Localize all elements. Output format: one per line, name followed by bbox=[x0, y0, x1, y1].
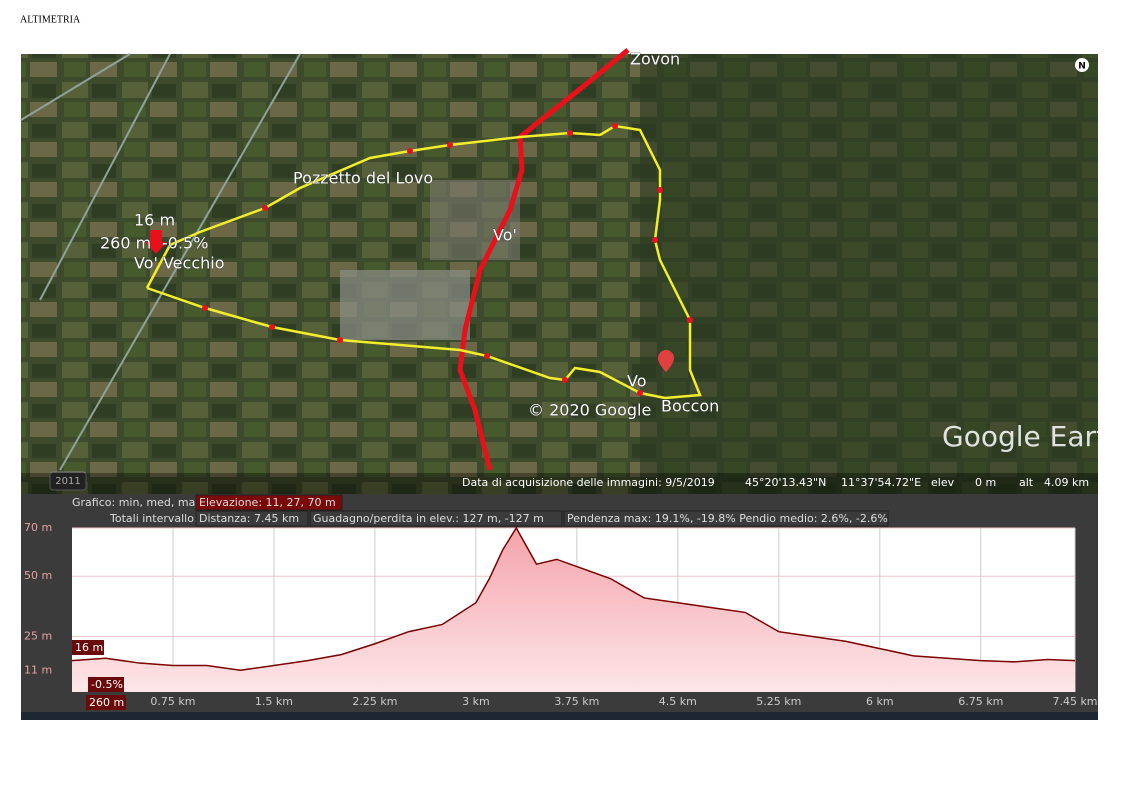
map-label: Vo bbox=[627, 372, 647, 391]
cursor-label-box bbox=[86, 695, 126, 710]
elevation-line bbox=[71, 526, 1076, 672]
info-text: Totali intervallo: bbox=[109, 512, 198, 525]
info-box bbox=[563, 510, 889, 527]
main-road bbox=[457, 48, 630, 471]
cursor-label-box bbox=[72, 640, 104, 655]
year-button[interactable] bbox=[49, 471, 87, 491]
map-label: Pozzetto del Lovo bbox=[293, 169, 433, 188]
info-box bbox=[309, 510, 563, 527]
status-text: 0 m bbox=[975, 476, 996, 489]
year: 2011 bbox=[55, 476, 80, 487]
y-tick-label: 50 m bbox=[24, 569, 52, 582]
info-text: Distanza: 7.45 km bbox=[199, 512, 299, 525]
status-text: Data di acquisizione delle immagini: 9/5… bbox=[462, 476, 715, 489]
info-text: Grafico: min, med, max bbox=[72, 496, 202, 509]
compass[interactable] bbox=[1075, 58, 1089, 72]
y-tick-label: 25 m bbox=[24, 630, 52, 643]
north: N bbox=[1078, 62, 1086, 72]
map-label: Vo' bbox=[493, 226, 517, 245]
info-text: Elevazione: 11, 27, 70 m bbox=[199, 496, 336, 509]
x-tick-label: 2.25 km bbox=[352, 695, 397, 708]
x-tick-label: 3 km bbox=[462, 695, 490, 708]
y-tick-label: 11 m bbox=[24, 663, 52, 676]
x-tick-label: 7.45 km bbox=[1052, 695, 1097, 708]
x-tick-label: 4.5 km bbox=[659, 695, 697, 708]
hills bbox=[640, 54, 1098, 494]
x-tick-label: 5.25 km bbox=[756, 695, 801, 708]
taskbar bbox=[21, 712, 1098, 720]
map-view[interactable]: Zovon Pozzetto del Lovo Vo' Vecchio Vo' … bbox=[20, 48, 1123, 495]
status-text: 45°20'13.43"N bbox=[745, 476, 826, 489]
map-label: Vo' Vecchio bbox=[134, 254, 225, 273]
status-text: 4.09 km bbox=[1044, 476, 1089, 489]
cursor-label: 16 m bbox=[75, 641, 103, 654]
cursor-label: 260 m bbox=[89, 696, 124, 709]
page-title: ALTIMETRIA bbox=[20, 14, 81, 25]
elevation-chart: 11 m 25 m 50 m 70 m 0.75 km 1.5 km 2.25 km 3 km… bbox=[24, 521, 1098, 710]
route-points bbox=[202, 123, 693, 396]
info-text: Pendenza max: 19.1%, -19.8% Pendio medio… bbox=[567, 512, 888, 525]
area bbox=[72, 528, 1075, 692]
cursor-elevation: 16 m bbox=[134, 211, 175, 230]
route[interactable] bbox=[145, 124, 702, 400]
industrial-area bbox=[340, 270, 470, 340]
map-label: Boccon bbox=[661, 397, 719, 416]
copyright: © 2020 Google bbox=[528, 401, 651, 420]
info-box bbox=[195, 510, 309, 527]
cursor-slope: -0.5% bbox=[162, 234, 208, 253]
brand: Google Earth bbox=[942, 420, 1123, 453]
x-tick-label: 1.5 km bbox=[255, 695, 293, 708]
info-text: Guadagno/perdita in elev.: 127 m, -127 m bbox=[313, 512, 544, 525]
cursor-distance: 260 m bbox=[100, 234, 151, 253]
status-text: alt bbox=[1019, 476, 1034, 489]
status-text: elev bbox=[931, 476, 955, 489]
x-tick-label: 3.75 km bbox=[554, 695, 599, 708]
x-tick-label: 6 km bbox=[866, 695, 894, 708]
cursor-label-box bbox=[88, 677, 124, 692]
map-label: Zovon bbox=[630, 50, 680, 69]
x-tick-label: 0.75 km bbox=[150, 695, 195, 708]
status-bar bbox=[21, 473, 1098, 494]
y-tick-label: 70 m bbox=[24, 521, 52, 534]
x-tick-label: 6.75 km bbox=[958, 695, 1003, 708]
cursor-arrow bbox=[145, 230, 167, 254]
cursor-label: -0.5% bbox=[91, 678, 123, 691]
info-box bbox=[195, 494, 343, 511]
placemark[interactable] bbox=[658, 350, 674, 372]
status-text: 11°37'54.72"E bbox=[841, 476, 921, 489]
roads bbox=[20, 53, 301, 471]
